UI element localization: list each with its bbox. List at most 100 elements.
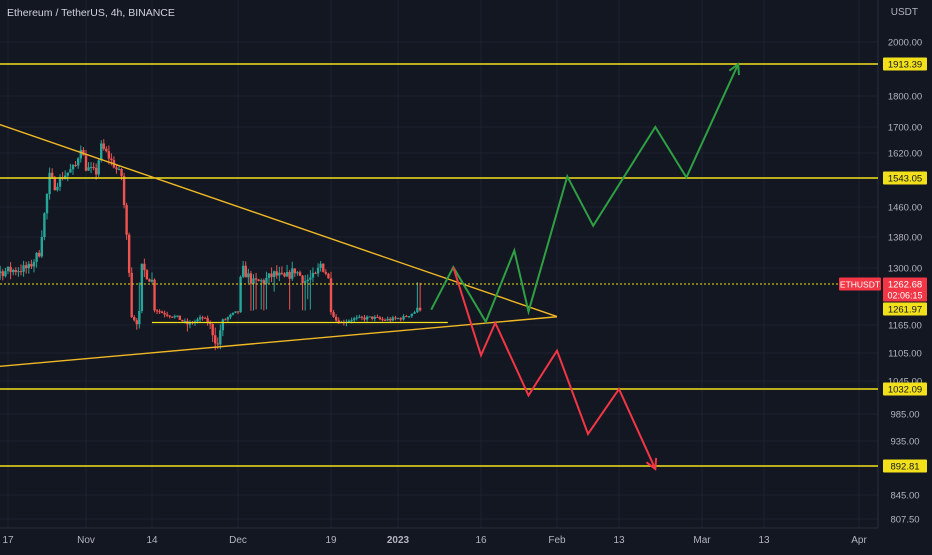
candle-body — [127, 234, 131, 273]
candle-body — [368, 316, 371, 318]
candle-body — [254, 278, 258, 280]
candle-body — [249, 273, 253, 284]
candle-body — [252, 278, 255, 284]
candle-body — [365, 316, 369, 320]
candle-body — [94, 167, 98, 175]
candle-body — [27, 263, 30, 269]
candle-body — [410, 313, 414, 317]
candle-body — [153, 279, 156, 311]
last-price-tag — [883, 277, 927, 302]
candle-body — [280, 272, 284, 274]
price-tick-label: 935.00 — [890, 437, 919, 448]
price-level-label: 1543.05 — [888, 174, 922, 185]
price-level-label: 892.81 — [890, 462, 919, 473]
candle-body — [17, 271, 20, 273]
candle-body — [160, 311, 164, 314]
price-tick-label: 845.00 — [890, 491, 919, 502]
time-tick-label: 14 — [146, 535, 158, 546]
price-level-tag — [883, 382, 927, 396]
candle-body — [383, 319, 387, 321]
candle-body — [171, 316, 174, 318]
candle-body — [402, 316, 405, 320]
candle-body — [183, 320, 187, 322]
time-tick-label: 2023 — [387, 535, 410, 546]
candle-body — [143, 263, 146, 271]
candle-body — [12, 269, 15, 273]
time-axis[interactable]: 17 Nov 14 Dec 19 2023 16 Feb 13 Mar 13 Apr — [2, 535, 867, 546]
time-tick-label: 13 — [613, 535, 625, 546]
candle-body — [311, 272, 315, 278]
candle-body — [168, 315, 171, 317]
candle-body — [158, 311, 161, 313]
candle-body — [196, 319, 199, 322]
candle-body — [350, 320, 353, 322]
candle-body — [244, 265, 247, 278]
candle-body — [391, 317, 395, 321]
countdown-label: 02:06:15 — [887, 291, 922, 301]
horizontal-levels[interactable] — [0, 63, 878, 467]
candle-body — [389, 318, 392, 321]
price-level-tag — [883, 171, 927, 185]
price-tick-label: 1300.00 — [888, 264, 922, 275]
candle-body — [178, 315, 182, 320]
symbol-title: Ethereum / TetherUS, 4h, BINANCE — [7, 7, 175, 19]
candle-body — [30, 263, 33, 267]
candle-body — [53, 177, 56, 191]
candle-body — [418, 307, 422, 311]
candle-body — [145, 270, 149, 280]
candle-body — [165, 314, 169, 316]
candle-body — [236, 311, 240, 313]
candle-body — [347, 320, 351, 322]
candle-body — [0, 271, 2, 274]
candle-body — [92, 167, 95, 169]
ascending-trendline — [0, 316, 558, 368]
candle-body — [219, 330, 222, 345]
candle-body — [355, 317, 358, 319]
price-tick-label: 1620.00 — [888, 149, 922, 160]
grid-lines — [0, 0, 879, 529]
candle-body — [133, 317, 136, 321]
candle-body — [71, 165, 75, 170]
candle-body — [40, 237, 43, 257]
candle-body — [334, 316, 338, 321]
candle-body — [107, 151, 111, 159]
candle-body — [381, 319, 384, 321]
bullish-projection-path — [430, 63, 740, 324]
candle-body — [45, 193, 49, 214]
candle-body — [394, 317, 397, 319]
time-tick-label: Nov — [77, 535, 95, 546]
candle-body — [14, 269, 17, 273]
candle-body — [117, 169, 121, 171]
candle-body — [66, 172, 69, 176]
candle-body — [181, 319, 184, 322]
candle-body — [265, 277, 268, 284]
candle-body — [216, 343, 219, 345]
candle-body — [301, 275, 304, 283]
candle-body — [9, 266, 12, 273]
price-level-tag — [883, 459, 927, 473]
time-tick-label: 19 — [325, 535, 337, 546]
candle-body — [48, 172, 51, 194]
price-tick-label: 985.00 — [890, 410, 919, 421]
price-tick-label: 1800.00 — [888, 92, 922, 103]
candle-body — [201, 317, 204, 319]
last-price-label: 1262.68 — [888, 280, 922, 291]
price-tick-label: 1380.00 — [888, 233, 922, 244]
candle-body — [296, 272, 299, 274]
price-level-label: 1032.09 — [888, 385, 922, 396]
candle-body — [278, 272, 281, 276]
candle-body — [77, 158, 80, 166]
time-tick-label: Feb — [548, 535, 566, 546]
candle-body — [257, 279, 260, 281]
candle-body — [396, 318, 400, 320]
candle-body — [234, 311, 237, 313]
candle-body — [319, 263, 322, 268]
price-axis[interactable]: 2000.00 1913.39 1800.00 1700.00 1620.00 1543.… — [839, 38, 927, 526]
candle-body — [120, 169, 123, 177]
candle-body — [226, 317, 230, 320]
candle-body — [298, 272, 302, 276]
projection-paths[interactable] — [430, 62, 740, 471]
candle-body — [110, 158, 113, 161]
